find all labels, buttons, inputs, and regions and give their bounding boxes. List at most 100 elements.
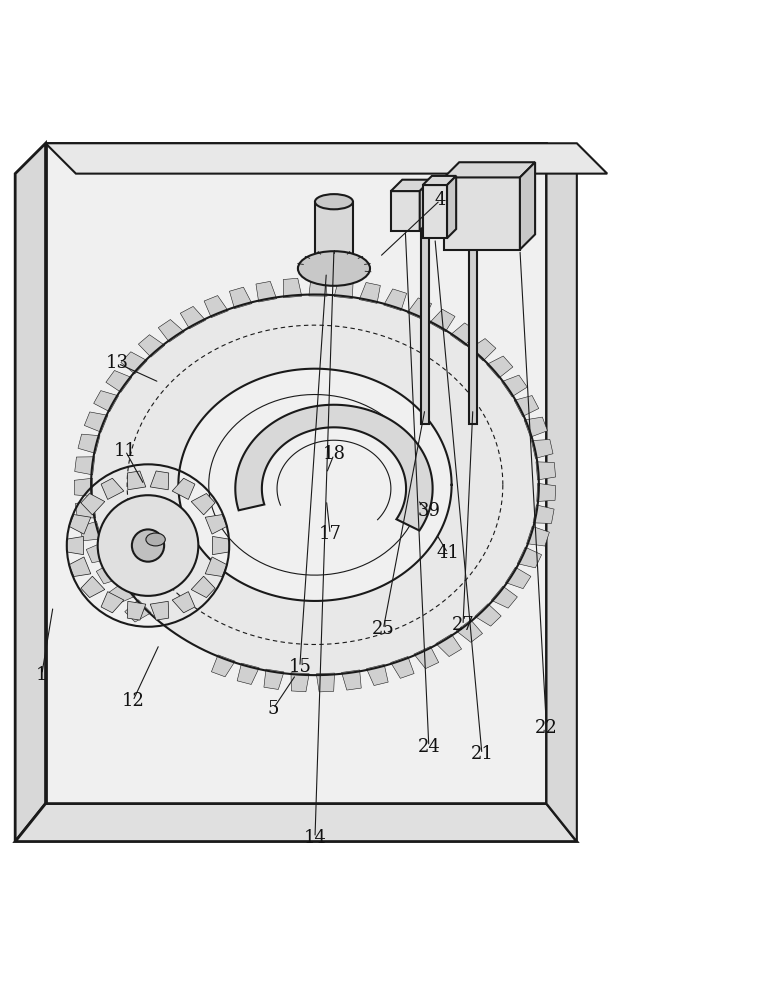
Circle shape <box>132 529 164 562</box>
Polygon shape <box>121 352 147 374</box>
Polygon shape <box>93 391 118 412</box>
Polygon shape <box>423 185 447 238</box>
Polygon shape <box>531 439 553 458</box>
Polygon shape <box>178 369 452 601</box>
Polygon shape <box>106 370 131 392</box>
Polygon shape <box>212 655 235 677</box>
Polygon shape <box>334 279 353 299</box>
Polygon shape <box>359 282 380 303</box>
Text: 24: 24 <box>417 738 440 756</box>
Text: 21: 21 <box>471 745 493 763</box>
Ellipse shape <box>315 253 353 269</box>
Polygon shape <box>518 547 542 568</box>
Polygon shape <box>96 563 121 584</box>
Polygon shape <box>109 582 135 604</box>
Polygon shape <box>470 339 496 361</box>
Polygon shape <box>524 417 547 437</box>
Text: 17: 17 <box>319 525 342 543</box>
Polygon shape <box>533 505 554 523</box>
Polygon shape <box>391 191 420 231</box>
Text: 39: 39 <box>417 502 440 520</box>
Polygon shape <box>391 180 431 191</box>
Polygon shape <box>229 287 252 309</box>
Text: 12: 12 <box>121 692 144 710</box>
Text: 5: 5 <box>268 700 279 718</box>
Polygon shape <box>291 673 309 692</box>
Text: 14: 14 <box>304 829 326 847</box>
Polygon shape <box>317 673 335 692</box>
Polygon shape <box>15 143 46 842</box>
Polygon shape <box>15 804 577 842</box>
Polygon shape <box>172 478 195 499</box>
Polygon shape <box>101 478 124 499</box>
Polygon shape <box>172 592 195 613</box>
Polygon shape <box>159 320 184 342</box>
Polygon shape <box>546 143 577 842</box>
Polygon shape <box>537 483 556 502</box>
Polygon shape <box>536 462 556 480</box>
Text: 18: 18 <box>323 445 345 463</box>
Text: 41: 41 <box>436 544 459 562</box>
Polygon shape <box>128 601 146 620</box>
Polygon shape <box>75 500 96 518</box>
Polygon shape <box>414 646 439 669</box>
Ellipse shape <box>298 251 370 286</box>
Polygon shape <box>205 557 227 577</box>
Polygon shape <box>81 493 105 515</box>
Polygon shape <box>447 176 456 238</box>
Polygon shape <box>283 278 302 298</box>
Polygon shape <box>491 586 518 608</box>
Polygon shape <box>514 396 539 416</box>
Polygon shape <box>46 143 546 804</box>
Polygon shape <box>84 412 108 432</box>
Polygon shape <box>487 356 513 378</box>
Polygon shape <box>520 162 535 250</box>
Polygon shape <box>505 567 531 589</box>
Polygon shape <box>342 670 361 690</box>
Polygon shape <box>213 536 229 555</box>
Ellipse shape <box>315 194 353 209</box>
Polygon shape <box>315 202 353 261</box>
Polygon shape <box>205 515 227 534</box>
Polygon shape <box>79 521 102 541</box>
Polygon shape <box>101 592 124 613</box>
Polygon shape <box>444 177 520 250</box>
Polygon shape <box>391 657 414 678</box>
Polygon shape <box>527 526 550 546</box>
Polygon shape <box>420 180 431 231</box>
Polygon shape <box>408 298 432 320</box>
Polygon shape <box>138 335 165 357</box>
Polygon shape <box>436 634 461 657</box>
Polygon shape <box>67 536 83 555</box>
Text: 4: 4 <box>435 191 446 209</box>
Polygon shape <box>469 215 477 424</box>
Polygon shape <box>191 493 215 515</box>
Polygon shape <box>309 278 327 296</box>
Polygon shape <box>87 542 110 563</box>
Polygon shape <box>78 434 100 453</box>
Polygon shape <box>74 457 95 475</box>
Polygon shape <box>421 215 429 424</box>
Polygon shape <box>181 306 206 329</box>
Ellipse shape <box>146 533 165 546</box>
Polygon shape <box>367 664 388 686</box>
Polygon shape <box>150 471 168 490</box>
Polygon shape <box>69 515 91 534</box>
Polygon shape <box>235 405 433 531</box>
Polygon shape <box>423 176 456 185</box>
Polygon shape <box>256 281 276 302</box>
Text: 1: 1 <box>36 666 48 684</box>
Polygon shape <box>264 669 284 689</box>
Text: 22: 22 <box>535 719 558 737</box>
Text: 25: 25 <box>372 620 395 638</box>
Polygon shape <box>124 600 151 622</box>
Polygon shape <box>444 162 535 177</box>
Polygon shape <box>91 295 539 675</box>
Text: 13: 13 <box>106 354 129 372</box>
Text: 15: 15 <box>288 658 311 676</box>
Polygon shape <box>237 663 259 684</box>
Polygon shape <box>430 309 455 332</box>
Polygon shape <box>74 478 93 496</box>
Polygon shape <box>69 557 91 577</box>
Polygon shape <box>150 601 168 620</box>
